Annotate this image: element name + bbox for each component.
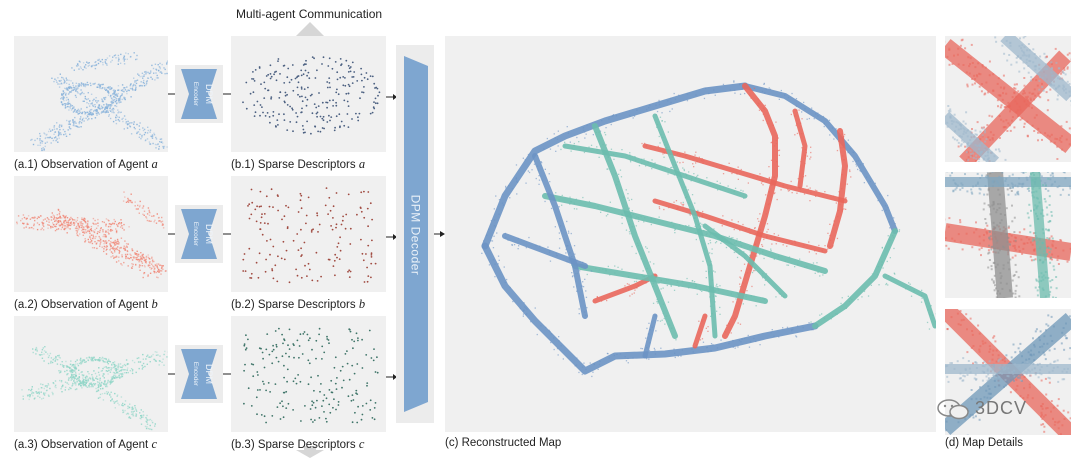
encoder-label-line2: Encoder: [192, 222, 199, 247]
descriptor-caption-b: (b.2) Sparse Descriptors b: [231, 297, 366, 311]
observation-caption-a: (a.1) Observation of Agent a: [14, 157, 158, 171]
encoder-label-line2: Encoder: [192, 82, 199, 107]
descriptor-panel-c: [231, 316, 386, 432]
watermark: 3DCV: [936, 398, 1027, 420]
dpm-decoder-shape: [404, 56, 428, 412]
map-detail-1: [945, 36, 1071, 162]
descriptor-panel-b: [231, 176, 386, 292]
observation-panel-b: [14, 176, 168, 292]
descriptor-panel-a: [231, 36, 386, 152]
dpm-decoder-label: DPM Decoder: [408, 194, 423, 276]
reconstructed-map-panel: [445, 36, 936, 432]
dpm-encoder-b: DPM Encoder: [175, 205, 223, 263]
dpm-encoder-c: DPM Encoder: [175, 345, 223, 403]
observation-panel-a: [14, 36, 168, 152]
communication-down-arrow: [296, 446, 324, 458]
encoder-label-line1: DPM: [204, 84, 214, 104]
multi-agent-communication-label: Multi-agent Communication: [236, 7, 383, 21]
dpm-encoder-a: DPM Encoder: [175, 65, 223, 123]
map-details-caption: (d) Map Details: [945, 437, 1023, 449]
observation-caption-b: (a.2) Observation of Agent b: [14, 297, 158, 311]
encoder-label-line1: DPM: [204, 224, 214, 244]
map-detail-3: [945, 309, 1071, 435]
observation-caption-c: (a.3) Observation of Agent c: [14, 437, 158, 451]
encoder-label-line2: Encoder: [192, 362, 199, 387]
observation-panel-c: [14, 316, 168, 432]
map-detail-2: [945, 172, 1071, 298]
communication-up-arrow: [296, 22, 324, 38]
wechat-icon: [937, 399, 969, 420]
descriptor-caption-c: (b.3) Sparse Descriptors c: [231, 437, 365, 451]
reconstructed-map-caption: (c) Reconstructed Map: [445, 437, 562, 449]
descriptor-caption-a: (b.1) Sparse Descriptors a: [231, 157, 366, 171]
encoder-label-line1: DPM: [204, 364, 214, 384]
